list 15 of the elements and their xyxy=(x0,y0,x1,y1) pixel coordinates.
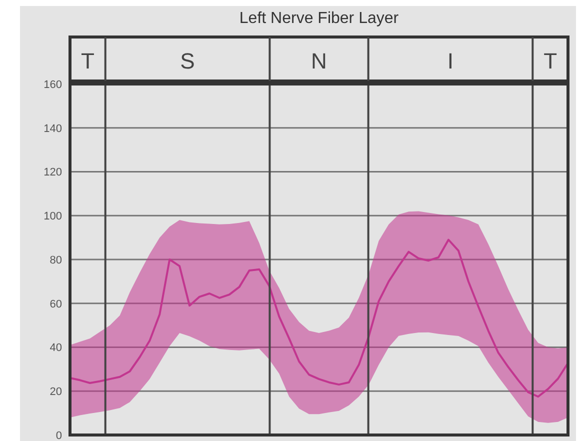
y-tick-label: 0 xyxy=(56,430,62,441)
text: N xyxy=(311,48,327,74)
y-tick-label: 20 xyxy=(50,386,62,398)
text: T xyxy=(544,48,558,74)
y-tick-label: 40 xyxy=(50,342,62,354)
y-tick-label: 160 xyxy=(44,78,62,91)
text: T xyxy=(80,48,94,74)
chart-title: Left Nerve Fiber Layer xyxy=(238,10,400,28)
text: S xyxy=(180,48,195,74)
y-tick-label: 120 xyxy=(44,166,62,179)
text: I xyxy=(447,48,454,74)
y-tick-label: 80 xyxy=(50,254,62,266)
y-tick-label: 140 xyxy=(44,122,62,135)
y-tick-label: 100 xyxy=(44,210,62,223)
y-tick-label: 60 xyxy=(50,298,62,310)
